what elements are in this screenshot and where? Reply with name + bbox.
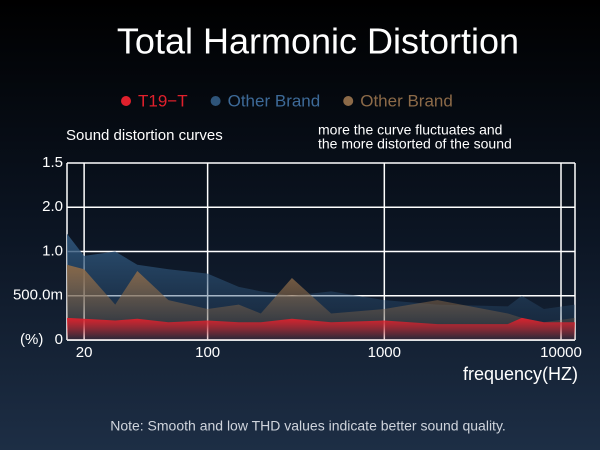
legend-marker xyxy=(343,96,354,106)
y-axis-label: (%) xyxy=(20,331,43,348)
x-tick-label: 100 xyxy=(195,344,220,361)
x-tick-label: 20 xyxy=(76,344,93,361)
chart-title: Total Harmonic Distortion xyxy=(117,21,519,62)
y-tick-label: 1.0 xyxy=(42,242,63,259)
legend-marker xyxy=(210,96,221,106)
x-tick-label: 1000 xyxy=(368,344,401,361)
y-tick-label: 1.5 xyxy=(42,154,63,171)
annotation: Sound distortion curves xyxy=(66,127,223,144)
legend-marker xyxy=(121,96,131,106)
y-tick-label: 2.0 xyxy=(42,198,63,215)
x-axis-label: frequency(HZ) xyxy=(463,364,578,384)
area xyxy=(67,317,575,340)
y-tick-label: 500.0m xyxy=(13,287,63,304)
legend-label: T19−T xyxy=(138,91,188,110)
legend-label: Other Brand xyxy=(228,91,321,110)
legend-label: Other Brand xyxy=(360,91,453,110)
y-tick-label: 0 xyxy=(55,331,63,348)
annotation: more the curve fluctuates and xyxy=(318,122,502,138)
x-tick-label: 10000 xyxy=(540,344,582,361)
annotation: the more distorted of the sound xyxy=(318,136,512,152)
note: Note: Smooth and low THD values indicate… xyxy=(110,418,506,434)
